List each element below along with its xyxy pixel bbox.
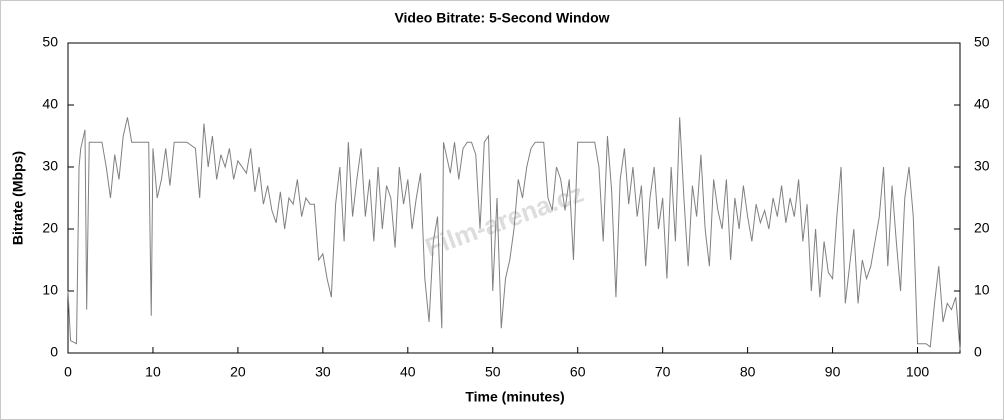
x-tick-label: 30 <box>315 364 331 380</box>
x-tick-label: 60 <box>570 364 586 380</box>
y-tick-label: 50 <box>42 34 58 50</box>
y2-tick-label: 30 <box>974 158 990 174</box>
y-tick-label: 40 <box>42 96 58 112</box>
y-tick-label: 30 <box>42 158 58 174</box>
y2-tick-label: 0 <box>974 344 982 360</box>
y2-tick-label: 40 <box>974 96 990 112</box>
x-tick-label: 10 <box>145 364 161 380</box>
x-tick-label: 80 <box>740 364 756 380</box>
y2-tick-label: 50 <box>974 34 990 50</box>
x-axis-label: Time (minutes) <box>465 389 564 405</box>
y2-tick-label: 20 <box>974 220 990 236</box>
bitrate-line <box>67 117 961 350</box>
x-tick-label: 40 <box>400 364 416 380</box>
y-tick-label: 0 <box>50 344 58 360</box>
y-tick-label: 20 <box>42 220 58 236</box>
y-tick-label: 10 <box>42 282 58 298</box>
x-tick-label: 20 <box>230 364 246 380</box>
plot-area <box>67 42 961 354</box>
x-tick-label: 50 <box>485 364 501 380</box>
x-tick-label: 100 <box>906 364 930 380</box>
y-axis-label: Bitrate (Mbps) <box>10 151 26 245</box>
x-tick-label: 0 <box>64 364 72 380</box>
y2-tick-label: 10 <box>974 282 990 298</box>
chart-title: Video Bitrate: 5-Second Window <box>394 10 609 26</box>
x-tick-label: 90 <box>825 364 841 380</box>
x-tick-label: 70 <box>655 364 671 380</box>
